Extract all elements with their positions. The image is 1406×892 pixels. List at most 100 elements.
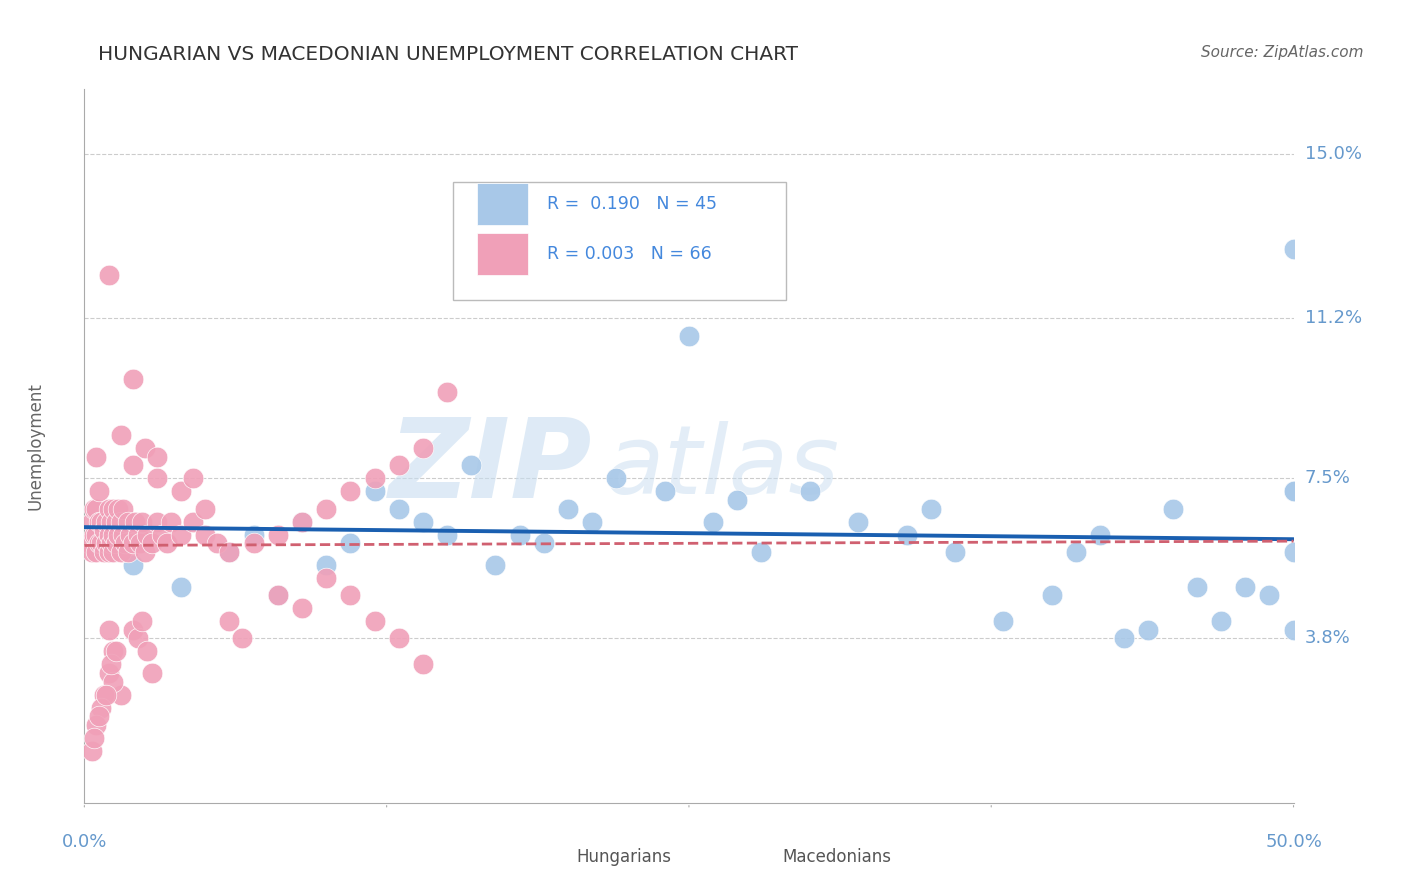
Point xyxy=(194,501,217,516)
Point xyxy=(218,545,240,559)
Point xyxy=(315,558,337,572)
Text: atlas: atlas xyxy=(605,421,839,514)
Point xyxy=(943,545,966,559)
Point xyxy=(412,515,434,529)
Text: 3.8%: 3.8% xyxy=(1305,630,1350,648)
Point xyxy=(136,527,159,541)
Point xyxy=(86,545,108,559)
FancyBboxPatch shape xyxy=(747,846,779,869)
Point xyxy=(110,545,132,559)
Point xyxy=(315,501,337,516)
Point xyxy=(83,501,105,516)
Point xyxy=(136,644,159,658)
Point xyxy=(90,515,112,529)
FancyBboxPatch shape xyxy=(453,182,786,300)
Point xyxy=(103,501,125,516)
Point xyxy=(1209,614,1232,628)
Point xyxy=(80,515,103,529)
Text: R =  0.190   N = 45: R = 0.190 N = 45 xyxy=(547,194,717,212)
Text: 11.2%: 11.2% xyxy=(1305,310,1362,327)
Point xyxy=(121,536,143,550)
Point xyxy=(110,515,132,529)
Point xyxy=(87,515,110,529)
Point xyxy=(80,744,103,758)
Point xyxy=(557,501,579,516)
Point xyxy=(170,484,193,499)
Point xyxy=(207,536,229,550)
Point xyxy=(1114,632,1136,646)
Point xyxy=(702,515,724,529)
Point xyxy=(103,644,125,658)
Point xyxy=(131,515,153,529)
Point xyxy=(509,527,531,541)
Point xyxy=(103,674,125,689)
Point xyxy=(388,501,411,516)
Point xyxy=(87,536,110,550)
Point xyxy=(146,450,169,464)
Point xyxy=(484,558,506,572)
Point xyxy=(605,471,627,485)
Point xyxy=(291,601,314,615)
Point xyxy=(231,632,253,646)
Text: HUNGARIAN VS MACEDONIAN UNEMPLOYMENT CORRELATION CHART: HUNGARIAN VS MACEDONIAN UNEMPLOYMENT COR… xyxy=(98,45,799,63)
Point xyxy=(121,623,143,637)
Text: 7.5%: 7.5% xyxy=(1305,469,1351,487)
Point xyxy=(388,458,411,473)
Point xyxy=(1258,588,1281,602)
Point xyxy=(436,527,458,541)
Point xyxy=(1282,484,1305,499)
Point xyxy=(1234,580,1257,594)
Point xyxy=(127,632,149,646)
Point xyxy=(134,545,156,559)
Point xyxy=(104,515,127,529)
Point xyxy=(141,536,163,550)
Point xyxy=(846,515,869,529)
Point xyxy=(121,458,143,473)
Point xyxy=(436,384,458,399)
Point xyxy=(117,515,139,529)
Point xyxy=(104,536,127,550)
Point xyxy=(100,515,122,529)
Point xyxy=(87,709,110,723)
FancyBboxPatch shape xyxy=(478,183,529,225)
Point xyxy=(107,501,129,516)
Point xyxy=(267,527,290,541)
Point xyxy=(460,458,482,473)
FancyBboxPatch shape xyxy=(541,846,572,869)
Point xyxy=(339,484,361,499)
Point xyxy=(363,471,385,485)
Point xyxy=(751,545,773,559)
Text: Macedonians: Macedonians xyxy=(782,848,891,866)
Point xyxy=(993,614,1015,628)
Text: Source: ZipAtlas.com: Source: ZipAtlas.com xyxy=(1201,45,1364,60)
Point xyxy=(77,536,100,550)
Text: Hungarians: Hungarians xyxy=(576,848,672,866)
Point xyxy=(124,515,146,529)
Point xyxy=(218,614,240,628)
Text: 0.0%: 0.0% xyxy=(62,833,107,851)
Point xyxy=(1185,580,1208,594)
Point xyxy=(94,688,117,702)
Point xyxy=(678,328,700,343)
Point xyxy=(97,666,120,681)
Point xyxy=(117,545,139,559)
Point xyxy=(146,471,169,485)
Point xyxy=(170,527,193,541)
Point xyxy=(160,515,183,529)
Point xyxy=(363,484,385,499)
Point xyxy=(339,588,361,602)
FancyBboxPatch shape xyxy=(478,233,529,275)
Point xyxy=(97,623,120,637)
Point xyxy=(315,571,337,585)
Point xyxy=(110,428,132,442)
Point xyxy=(94,515,117,529)
Point xyxy=(112,501,135,516)
Point xyxy=(363,614,385,628)
Point xyxy=(218,545,240,559)
Text: 15.0%: 15.0% xyxy=(1305,145,1361,163)
Point xyxy=(1282,484,1305,499)
Point xyxy=(388,632,411,646)
Text: ZIP: ZIP xyxy=(388,414,592,521)
Point xyxy=(339,536,361,550)
Point xyxy=(97,527,120,541)
